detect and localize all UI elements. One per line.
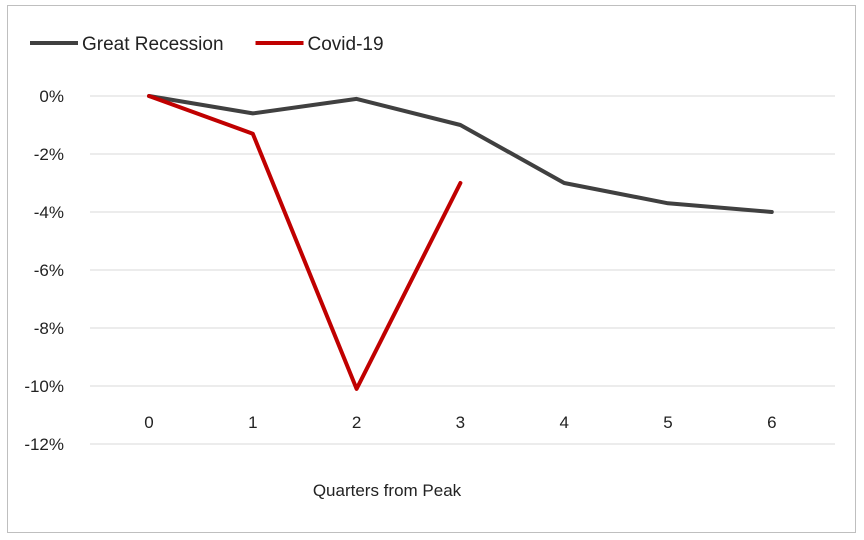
x-axis-title: Quarters from Peak [313,481,462,500]
y-tick-label: -12% [24,435,64,454]
x-tick-label: 4 [559,413,568,432]
legend-label: Covid-19 [308,34,384,55]
legend: Great Recession Covid-19 [30,34,384,55]
x-tick-label: 6 [767,413,776,432]
gridlines [90,95,835,445]
legend-label: Great Recession [82,34,224,55]
y-tick-label: -2% [34,145,64,164]
y-tick-label: -6% [34,261,64,280]
x-axis-ticks: 0 1 2 3 4 5 6 [144,413,776,432]
series-lines [147,94,774,391]
y-tick-label: -4% [34,203,64,222]
x-tick-label: 1 [248,413,257,432]
y-tick-label: -8% [34,319,64,338]
x-tick-label: 2 [352,413,361,432]
y-tick-label: 0% [39,87,64,106]
x-tick-label: 3 [456,413,465,432]
y-axis-ticks: 0% -2% -4% -6% -8% -10% -12% [24,87,64,454]
chart-frame [7,5,856,533]
y-tick-label: -10% [24,377,64,396]
series-line-covid-19 [147,94,463,391]
x-tick-label: 0 [144,413,153,432]
x-tick-label: 5 [663,413,672,432]
